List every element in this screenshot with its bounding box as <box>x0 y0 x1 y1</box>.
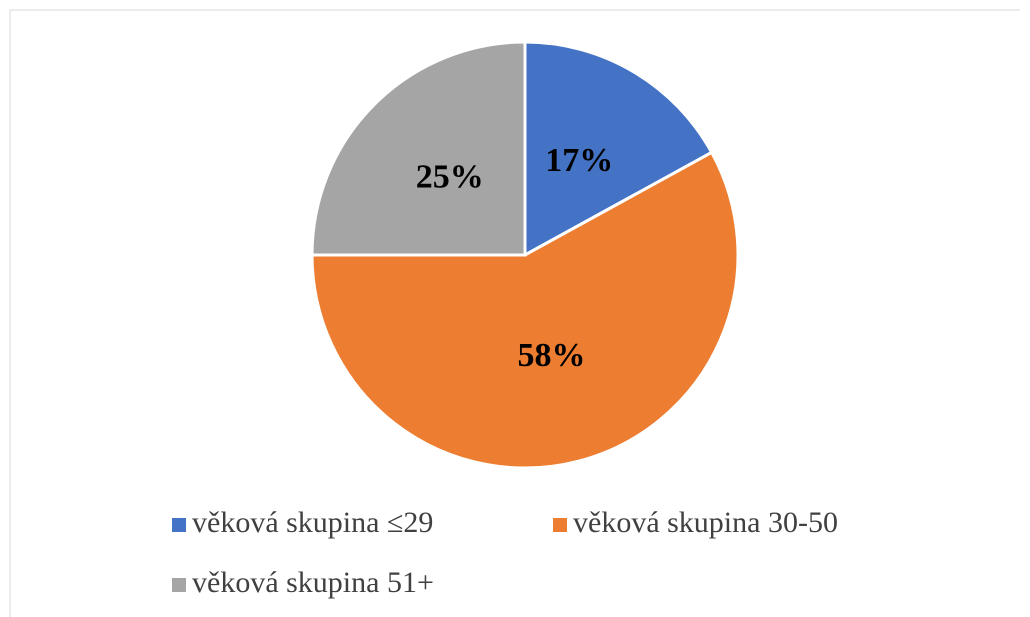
legend-label: věková skupina ≤29 <box>192 506 433 539</box>
legend-label: věková skupina 51+ <box>192 566 434 599</box>
chart-border <box>9 9 1020 617</box>
pie-slice <box>310 150 740 470</box>
legend-swatch <box>172 518 186 532</box>
data-label: 17% <box>545 142 613 179</box>
legend-swatch <box>553 518 567 532</box>
legend-swatch <box>172 578 186 592</box>
data-label: 25% <box>416 158 484 195</box>
pie-slice <box>310 40 527 257</box>
pie-slice <box>523 40 714 258</box>
data-label: 58% <box>517 337 585 374</box>
legend-label: věková skupina 30-50 <box>573 506 838 539</box>
